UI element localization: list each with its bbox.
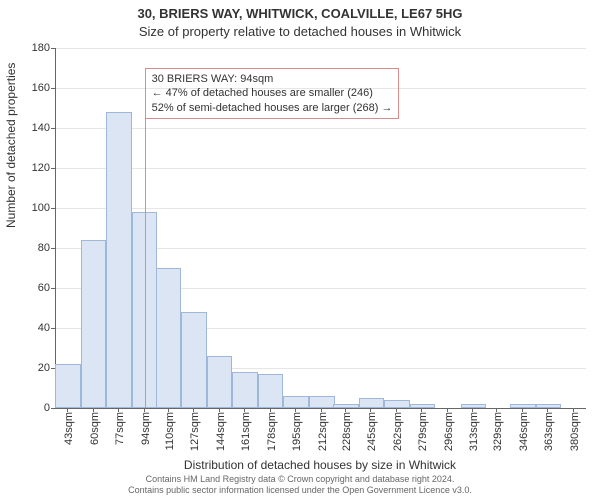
x-tick-label: 245sqm bbox=[366, 412, 378, 456]
histogram-bar bbox=[232, 372, 258, 408]
y-gridline bbox=[56, 128, 586, 129]
x-tick-label: 346sqm bbox=[518, 412, 530, 456]
y-tick-label: 0 bbox=[10, 402, 50, 414]
y-gridline bbox=[56, 168, 586, 169]
y-tick-mark bbox=[51, 328, 55, 329]
x-tick-label: 279sqm bbox=[417, 412, 429, 456]
footer-line1: Contains HM Land Registry data © Crown c… bbox=[146, 474, 455, 484]
histogram-bar bbox=[258, 374, 284, 408]
x-tick-label: 43sqm bbox=[63, 412, 75, 456]
highlight-line bbox=[145, 88, 146, 408]
annotation-box: 30 BRIERS WAY: 94sqm← 47% of detached ho… bbox=[145, 68, 400, 119]
y-gridline bbox=[56, 48, 586, 49]
y-tick-label: 120 bbox=[10, 162, 50, 174]
y-tick-label: 60 bbox=[10, 282, 50, 294]
x-tick-label: 77sqm bbox=[114, 412, 126, 456]
histogram-bar bbox=[283, 396, 309, 408]
y-tick-label: 40 bbox=[10, 322, 50, 334]
x-tick-label: 212sqm bbox=[317, 412, 329, 456]
y-tick-mark bbox=[51, 368, 55, 369]
annotation-line: 52% of semi-detached houses are larger (… bbox=[152, 101, 393, 115]
x-tick-label: 144sqm bbox=[215, 412, 227, 456]
x-tick-label: 60sqm bbox=[89, 412, 101, 456]
chart-container: 30, BRIERS WAY, WHITWICK, COALVILLE, LE6… bbox=[0, 0, 600, 500]
y-tick-mark bbox=[51, 288, 55, 289]
x-tick-label: 313sqm bbox=[468, 412, 480, 456]
x-tick-label: 363sqm bbox=[543, 412, 555, 456]
x-tick-label: 161sqm bbox=[240, 412, 252, 456]
x-tick-label: 228sqm bbox=[341, 412, 353, 456]
y-tick-label: 180 bbox=[10, 42, 50, 54]
y-tick-mark bbox=[51, 48, 55, 49]
y-tick-mark bbox=[51, 248, 55, 249]
footer-line2: Contains public sector information licen… bbox=[128, 485, 472, 495]
y-tick-label: 100 bbox=[10, 202, 50, 214]
y-tick-mark bbox=[51, 408, 55, 409]
y-tick-label: 160 bbox=[10, 82, 50, 94]
x-tick-label: 329sqm bbox=[492, 412, 504, 456]
y-tick-mark bbox=[51, 208, 55, 209]
x-axis-label: Distribution of detached houses by size … bbox=[55, 458, 585, 472]
y-gridline bbox=[56, 208, 586, 209]
histogram-bar bbox=[181, 312, 207, 408]
y-tick-label: 140 bbox=[10, 122, 50, 134]
histogram-bar bbox=[359, 398, 385, 408]
histogram-bar bbox=[207, 356, 233, 408]
plot-area: 30 BRIERS WAY: 94sqm← 47% of detached ho… bbox=[55, 48, 586, 409]
y-tick-label: 20 bbox=[10, 362, 50, 374]
x-tick-label: 127sqm bbox=[189, 412, 201, 456]
annotation-line: ← 47% of detached houses are smaller (24… bbox=[152, 86, 393, 100]
histogram-bar bbox=[384, 400, 410, 408]
title-subtitle: Size of property relative to detached ho… bbox=[0, 24, 600, 39]
y-tick-mark bbox=[51, 88, 55, 89]
histogram-bar bbox=[309, 396, 335, 408]
x-tick-label: 178sqm bbox=[266, 412, 278, 456]
x-tick-label: 94sqm bbox=[140, 412, 152, 456]
x-tick-label: 262sqm bbox=[392, 412, 404, 456]
x-tick-label: 195sqm bbox=[291, 412, 303, 456]
x-tick-label: 296sqm bbox=[443, 412, 455, 456]
x-tick-label: 110sqm bbox=[164, 412, 176, 456]
annotation-line: 30 BRIERS WAY: 94sqm bbox=[152, 72, 393, 86]
y-tick-mark bbox=[51, 128, 55, 129]
histogram-bar bbox=[106, 112, 132, 408]
y-tick-mark bbox=[51, 168, 55, 169]
histogram-bar bbox=[81, 240, 107, 408]
x-tick-label: 380sqm bbox=[569, 412, 581, 456]
histogram-bar bbox=[55, 364, 81, 408]
y-tick-label: 80 bbox=[10, 242, 50, 254]
histogram-bar bbox=[156, 268, 182, 408]
title-address: 30, BRIERS WAY, WHITWICK, COALVILLE, LE6… bbox=[0, 6, 600, 21]
footer-attribution: Contains HM Land Registry data © Crown c… bbox=[0, 474, 600, 496]
